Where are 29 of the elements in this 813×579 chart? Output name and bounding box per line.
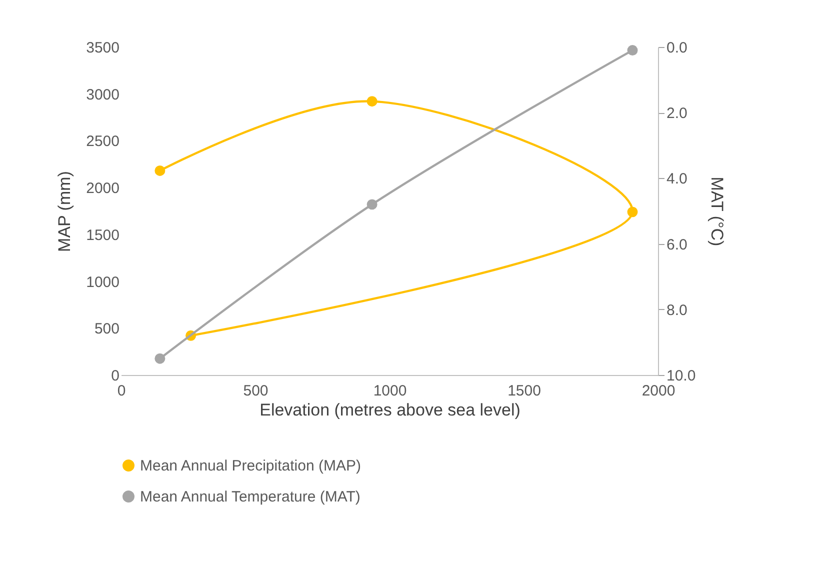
y-tick-label: 500: [94, 320, 120, 338]
y2-axis-title: MAT (°C): [708, 176, 727, 246]
legend-label: Mean Annual Precipitation (MAP): [140, 458, 361, 474]
x-tick-label: 1000: [373, 382, 407, 400]
point: [366, 199, 378, 210]
point: [154, 353, 166, 364]
y-tick-label: 1000: [86, 274, 120, 291]
y-tick-label: 2000: [86, 180, 120, 198]
y2-tick-label: 10.0: [666, 368, 696, 384]
y2-tick-label: 0.0: [666, 40, 688, 56]
point: [154, 165, 166, 176]
y-tick-label: 3500: [86, 40, 120, 56]
y-tick-label: 3000: [86, 86, 120, 104]
y2-tick-label: 4.0: [666, 170, 688, 188]
y2-tick-label: 2.0: [666, 105, 688, 122]
point: [366, 96, 378, 107]
point: [627, 206, 638, 218]
x-tick-label: 1500: [508, 382, 541, 400]
x-tick-label: 500: [243, 382, 268, 400]
y-tick-label: 2500: [86, 133, 120, 150]
y2-tick-label: 8.0: [666, 302, 688, 319]
y-tick-label: 0: [111, 368, 120, 384]
x-tick-label: 2000: [642, 382, 676, 400]
y-tick-label: 1500: [86, 226, 120, 244]
y2-tick-label: 6.0: [666, 236, 688, 254]
point: [627, 45, 638, 56]
y-axis-title: MAP (mm): [55, 171, 74, 252]
legend-label: Mean Annual Temperature (MAT): [140, 488, 360, 506]
x-axis-title: Elevation (metres above sea level): [260, 400, 520, 420]
